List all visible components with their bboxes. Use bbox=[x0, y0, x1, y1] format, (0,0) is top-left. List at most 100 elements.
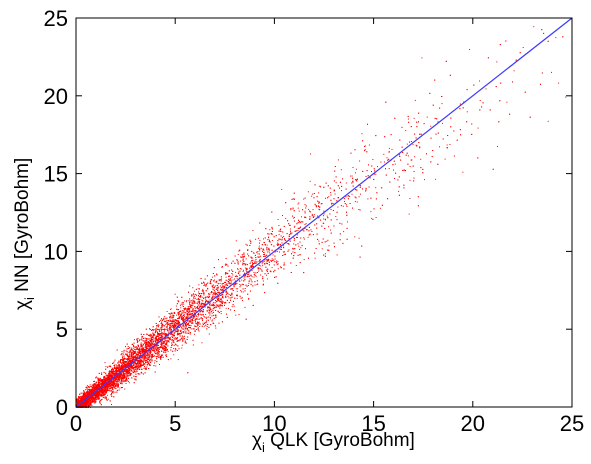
scatter-point bbox=[288, 234, 290, 235]
scatter-point bbox=[123, 381, 125, 383]
scatter-point bbox=[281, 238, 283, 240]
scatter-point bbox=[228, 282, 230, 284]
scatter-point bbox=[115, 376, 117, 378]
scatter-point bbox=[297, 207, 299, 209]
scatter-point bbox=[192, 301, 194, 303]
scatter-point bbox=[228, 297, 230, 299]
scatter-point bbox=[259, 258, 261, 260]
scatter-point bbox=[364, 145, 366, 147]
scatter-point bbox=[100, 381, 102, 383]
scatter-point bbox=[196, 298, 198, 300]
scatter-point bbox=[208, 333, 210, 335]
scatter-point bbox=[178, 321, 180, 322]
scatter-point bbox=[320, 186, 321, 188]
scatter-point bbox=[304, 204, 306, 206]
scatter-point bbox=[466, 111, 468, 113]
scatter-point bbox=[485, 88, 487, 90]
scatter-point bbox=[243, 277, 245, 279]
scatter-point bbox=[134, 376, 136, 378]
scatter-point bbox=[199, 306, 201, 308]
scatter-point bbox=[241, 279, 243, 281]
scatter-point bbox=[155, 328, 156, 330]
scatter-point bbox=[212, 294, 214, 296]
scatter-point bbox=[132, 366, 134, 368]
scatter-point bbox=[334, 193, 336, 195]
scatter-point bbox=[118, 365, 120, 367]
scatter-point bbox=[280, 266, 281, 268]
scatter-point bbox=[106, 396, 107, 398]
scatter-point bbox=[198, 323, 200, 325]
scatter-point bbox=[119, 374, 121, 376]
scatter-point bbox=[205, 318, 207, 319]
scatter-point bbox=[212, 286, 213, 288]
scatter-point bbox=[116, 383, 118, 385]
scatter-point bbox=[151, 350, 153, 351]
scatter-point bbox=[237, 260, 239, 262]
scatter-point bbox=[269, 249, 270, 251]
scatter-point bbox=[203, 297, 205, 299]
scatter-point bbox=[351, 175, 353, 177]
scatter-point bbox=[293, 217, 295, 219]
scatter-point bbox=[260, 265, 262, 267]
scatter-point bbox=[263, 256, 265, 258]
scatter-point bbox=[118, 366, 120, 368]
scatter-point bbox=[446, 144, 448, 146]
scatter-point bbox=[194, 293, 196, 295]
scatter-point bbox=[173, 345, 175, 347]
scatter-point bbox=[202, 293, 204, 294]
scatter-point bbox=[283, 236, 285, 237]
scatter-point bbox=[288, 249, 290, 251]
scatter-point bbox=[326, 215, 328, 217]
scatter-point bbox=[95, 383, 97, 385]
scatter-point bbox=[125, 378, 127, 380]
scatter-point bbox=[201, 342, 203, 344]
scatter-point bbox=[119, 387, 121, 389]
scatter-point bbox=[294, 248, 296, 250]
scatter-point bbox=[244, 288, 246, 289]
scatter-point bbox=[197, 318, 199, 320]
scatter-point bbox=[444, 158, 446, 160]
scatter-point bbox=[181, 312, 182, 314]
scatter-point bbox=[138, 363, 140, 364]
scatter-point bbox=[244, 306, 246, 308]
scatter-point bbox=[424, 179, 425, 181]
scatter-point bbox=[107, 394, 109, 396]
scatter-point bbox=[138, 367, 140, 368]
scatter-point bbox=[259, 250, 261, 252]
scatter-point bbox=[150, 328, 151, 330]
scatter-point bbox=[278, 225, 280, 226]
scatter-point bbox=[185, 330, 187, 332]
scatter-point bbox=[354, 236, 356, 238]
scatter-point bbox=[326, 240, 328, 242]
scatter-point bbox=[135, 348, 137, 350]
scatter-point bbox=[97, 396, 98, 398]
scatter-point bbox=[386, 157, 388, 159]
scatter-point bbox=[156, 344, 158, 346]
scatter-point bbox=[126, 354, 128, 356]
scatter-point bbox=[154, 340, 156, 342]
scatter-point bbox=[269, 229, 271, 231]
scatter-point bbox=[242, 297, 244, 299]
scatter-point bbox=[225, 276, 227, 278]
scatter-point bbox=[255, 238, 257, 240]
scatter-point bbox=[138, 353, 140, 355]
scatter-point bbox=[209, 303, 211, 304]
scatter-point bbox=[293, 243, 295, 245]
scatter-point bbox=[218, 279, 220, 281]
scatter-point bbox=[162, 336, 164, 338]
scatter-point bbox=[93, 396, 95, 398]
scatter-point bbox=[268, 250, 270, 252]
scatter-point bbox=[413, 117, 415, 119]
scatter-point bbox=[551, 71, 552, 73]
scatter-point bbox=[199, 311, 201, 313]
scatter-point bbox=[128, 382, 130, 384]
scatter-point bbox=[318, 201, 320, 203]
scatter-point bbox=[173, 335, 175, 337]
scatter-point bbox=[114, 368, 116, 370]
scatter-point bbox=[178, 309, 180, 310]
scatter-point bbox=[370, 211, 372, 213]
scatter-point bbox=[311, 193, 313, 195]
scatter-point bbox=[99, 401, 101, 403]
scatter-point bbox=[232, 284, 234, 286]
scatter-point bbox=[160, 331, 162, 333]
